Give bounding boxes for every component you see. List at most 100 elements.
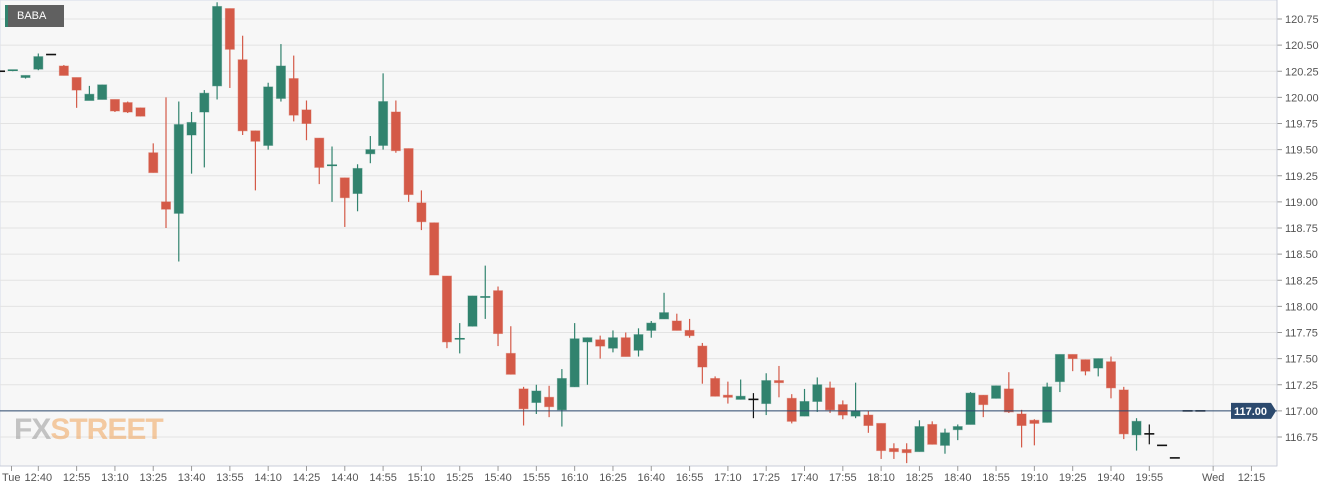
candle-16:20[interactable] [595, 335, 606, 359]
candle-15:30[interactable] [467, 295, 478, 327]
candle-13:55[interactable] [224, 8, 235, 88]
candle-15:20[interactable] [441, 275, 452, 349]
candle-body [837, 404, 848, 416]
candle-14:25[interactable] [301, 100, 312, 141]
candle-body [186, 121, 197, 136]
candle-13:45[interactable] [199, 90, 210, 168]
candle-16:30[interactable] [620, 332, 631, 358]
candle-14:20[interactable] [288, 55, 299, 122]
candle-13:00[interactable] [84, 85, 95, 102]
candle-13:40[interactable] [186, 112, 197, 174]
candle-body [403, 148, 414, 196]
candle-15:10[interactable] [416, 190, 427, 231]
candle-13:05[interactable] [97, 84, 108, 100]
candle-16:00[interactable] [544, 385, 555, 418]
candle-body [288, 78, 299, 116]
candle-body [518, 388, 529, 410]
candle-14:40[interactable] [339, 177, 350, 227]
candle-18:05[interactable] [863, 410, 874, 433]
candle-14:50[interactable] [365, 136, 376, 164]
candle-15:15[interactable] [429, 222, 440, 276]
candle-14:05[interactable] [250, 130, 261, 191]
candle-17:15[interactable] [735, 379, 746, 400]
candle-17:40[interactable] [799, 388, 810, 417]
candle-17:30[interactable] [773, 365, 784, 398]
candle-19:45[interactable] [1118, 386, 1129, 440]
candle-13:25[interactable] [148, 143, 159, 174]
candle-18:40[interactable] [952, 424, 963, 441]
candle-14:55[interactable] [378, 73, 389, 150]
candle-18:20[interactable] [901, 443, 912, 464]
candle-19:50[interactable] [1131, 418, 1142, 451]
candle-14:10[interactable] [263, 82, 274, 150]
candle-16:45[interactable] [659, 292, 670, 320]
candle-14:30[interactable] [314, 137, 325, 185]
candle-18:45[interactable] [965, 392, 976, 425]
candle-body [250, 130, 261, 142]
candle-19:10[interactable] [1029, 419, 1040, 446]
candle-19:15[interactable] [1042, 382, 1053, 423]
candle-16:10[interactable] [569, 323, 580, 388]
candle-18:15[interactable] [888, 443, 899, 459]
candle-17:05[interactable] [710, 376, 721, 397]
candle-18:35[interactable] [939, 428, 950, 454]
candle-19:20[interactable] [1054, 353, 1065, 393]
candle-15:00[interactable] [390, 100, 401, 153]
candle-15:40[interactable] [493, 286, 504, 347]
candle-14:35[interactable] [327, 146, 338, 202]
candle-13:35[interactable] [173, 101, 184, 262]
candle-body [1118, 389, 1129, 435]
candle-12:40[interactable] [33, 53, 44, 71]
candle-13:20[interactable] [135, 107, 146, 117]
candle-19:40[interactable] [1105, 356, 1116, 399]
candle-12:35[interactable] [20, 74, 31, 79]
candle-16:55[interactable] [684, 318, 695, 338]
candle-12:30[interactable] [7, 69, 18, 72]
candle-13:30[interactable] [161, 97, 172, 228]
candle-17:50[interactable] [825, 381, 836, 413]
candle-17:20[interactable] [748, 393, 759, 419]
candle-19:30[interactable] [1080, 359, 1091, 376]
candle-14:45[interactable] [352, 164, 363, 212]
candle-19:35[interactable] [1093, 358, 1104, 377]
candle-15:45[interactable] [505, 326, 516, 375]
y-tick-label: 117.75 [1285, 328, 1318, 340]
candle-15:35[interactable] [480, 265, 491, 319]
candle-body [1003, 388, 1014, 413]
candle-13:50[interactable] [212, 2, 223, 100]
candle-15:05[interactable] [403, 148, 414, 202]
candle-18:55[interactable] [991, 385, 1002, 399]
candle-17:10[interactable] [722, 381, 733, 404]
candle-12:55[interactable] [71, 77, 82, 108]
candle-18:50[interactable] [978, 394, 989, 418]
candle-16:40[interactable] [646, 321, 657, 338]
candle-18:25[interactable] [914, 420, 925, 453]
candle-17:35[interactable] [786, 394, 797, 424]
candle-13:10[interactable] [109, 98, 120, 113]
candle-17:55[interactable] [837, 400, 848, 420]
candle-18:30[interactable] [927, 421, 938, 445]
candle-19:05[interactable] [1016, 409, 1027, 448]
candle-15:55[interactable] [531, 384, 542, 415]
candle-14:00[interactable] [237, 35, 248, 135]
candle-14:15[interactable] [275, 44, 286, 102]
candle-13:15[interactable] [122, 101, 133, 114]
candle-19:55[interactable] [1144, 424, 1155, 445]
candle-17:00[interactable] [697, 342, 708, 384]
candle-15:50[interactable] [518, 386, 529, 426]
candle-19:00[interactable] [1003, 372, 1014, 413]
candle-17:45[interactable] [812, 377, 823, 412]
candle-15:25[interactable] [454, 323, 465, 354]
candle-18:10[interactable] [876, 422, 887, 459]
candle-19:25[interactable] [1067, 353, 1078, 372]
candle-17:25[interactable] [761, 373, 772, 416]
candle-16:35[interactable] [633, 328, 644, 357]
candle-16:25[interactable] [607, 330, 618, 353]
candle-body [275, 65, 286, 99]
candle-12:50[interactable] [58, 64, 69, 76]
candle-16:50[interactable] [671, 313, 682, 331]
candle-16:05[interactable] [556, 369, 567, 427]
candle-16:15[interactable] [582, 337, 593, 385]
